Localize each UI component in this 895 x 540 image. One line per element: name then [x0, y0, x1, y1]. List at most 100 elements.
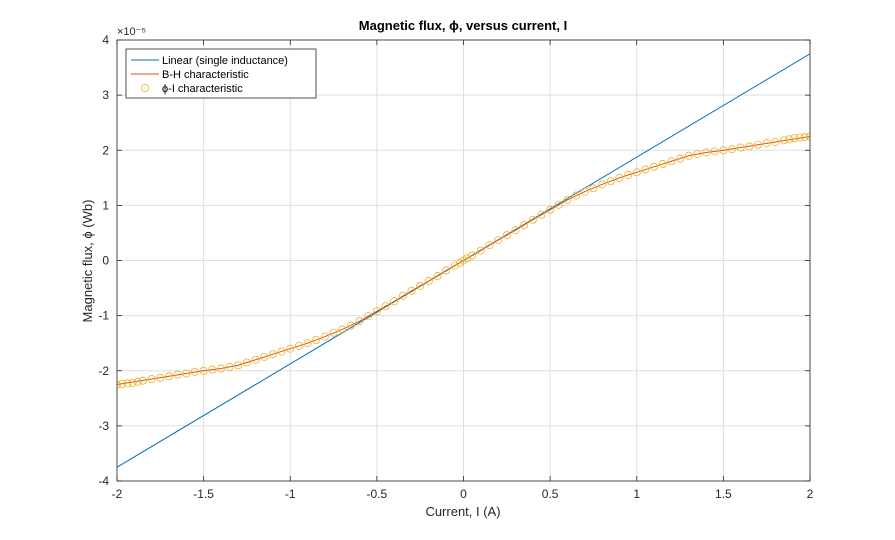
series-marker — [589, 184, 598, 193]
series-marker — [372, 307, 381, 316]
series-marker — [199, 366, 208, 375]
series-marker — [312, 335, 321, 344]
series-marker — [795, 133, 804, 142]
series-marker — [736, 143, 745, 152]
series-marker — [468, 251, 477, 260]
x-tick-label: -0.5 — [367, 487, 388, 501]
series-marker — [537, 210, 546, 219]
y-tick-label: 0 — [102, 254, 109, 268]
series-marker — [790, 134, 799, 143]
series-marker — [485, 241, 494, 250]
legend-entry: ϕ-I characteristic — [162, 83, 243, 95]
y-tick-label: -2 — [98, 364, 109, 378]
legend: Linear (single inductance) B-H characteri… — [125, 48, 317, 99]
series-marker — [147, 375, 156, 384]
x-tick-label: 1.5 — [715, 487, 732, 501]
series-marker — [554, 200, 563, 209]
series-marker — [546, 205, 555, 214]
legend-swatch-2 — [140, 84, 149, 93]
series-marker — [780, 136, 789, 145]
series-marker — [676, 154, 685, 163]
series-marker — [632, 168, 641, 177]
series-marker — [754, 140, 763, 149]
x-tick-label: 2 — [807, 487, 814, 501]
series-marker — [771, 137, 780, 146]
series-marker — [502, 231, 511, 240]
legend-entry: B-H characteristic — [162, 69, 249, 81]
series-marker — [268, 350, 277, 359]
series-marker — [164, 372, 173, 381]
series-group — [117, 53, 810, 468]
series-marker — [173, 370, 182, 379]
series-marker — [286, 344, 295, 353]
series-marker — [416, 281, 425, 290]
series-marker — [390, 297, 399, 306]
series-marker — [225, 362, 234, 371]
series-marker — [320, 332, 329, 341]
series-marker — [216, 364, 225, 373]
series-marker — [128, 378, 137, 387]
series-marker — [398, 291, 407, 300]
series-marker — [364, 312, 373, 321]
series-marker — [234, 361, 243, 370]
series-marker — [667, 157, 676, 166]
series-marker — [598, 180, 607, 189]
series-marker — [346, 321, 355, 330]
series-marker — [338, 325, 347, 334]
series-marker — [806, 132, 810, 141]
series-marker — [650, 162, 659, 171]
legend-entry: Linear (single inductance) — [162, 55, 288, 67]
x-tick-label: 0 — [460, 487, 467, 501]
series-marker — [606, 177, 615, 186]
series-marker — [138, 376, 147, 385]
series-marker — [494, 236, 503, 245]
series-marker — [251, 355, 260, 364]
y-tick-label: 1 — [102, 198, 109, 212]
series-marker — [745, 142, 754, 151]
y-tick-label: 4 — [102, 33, 109, 47]
series-marker — [563, 195, 572, 204]
series-marker — [133, 377, 142, 386]
series-marker — [156, 373, 165, 382]
series-marker — [407, 286, 416, 295]
series-marker — [182, 369, 191, 378]
series-marker — [641, 165, 650, 174]
series-marker — [693, 150, 702, 159]
series-marker — [728, 145, 737, 154]
y-tick-label: 3 — [102, 88, 109, 102]
series-marker — [303, 339, 312, 348]
series-marker — [190, 367, 199, 376]
series-marker — [719, 146, 728, 155]
chart-title: Magnetic flux, ϕ, versus current, I — [359, 18, 567, 33]
series-marker — [381, 302, 390, 311]
series-marker — [118, 379, 127, 388]
x-tick-label: -1 — [285, 487, 296, 501]
x-tick-label: -1.5 — [193, 487, 214, 501]
series-marker — [528, 215, 537, 224]
series-marker — [615, 173, 624, 182]
series-marker — [800, 133, 809, 142]
series-line-1 — [117, 135, 810, 386]
series-marker — [684, 151, 693, 160]
series-marker — [433, 271, 442, 280]
series-marker — [294, 341, 303, 350]
y-axis-label: Magnetic flux, ϕ (Wb) — [80, 200, 95, 323]
x-tick-label: 0.5 — [542, 487, 559, 501]
series-marker — [450, 261, 459, 270]
series-marker — [462, 254, 471, 263]
series-marker — [329, 328, 338, 337]
y-tick-label: -1 — [98, 309, 109, 323]
series-marker — [520, 221, 529, 230]
y-exponent-label: ×10⁻⁵ — [117, 26, 146, 38]
x-tick-label: -2 — [112, 487, 123, 501]
series-marker — [442, 266, 451, 275]
plot-area: -2 -1.5 -1 -0.5 0 0.5 1 1.5 2 -4 -3 -2 -1 0 1 2 3 4 — [98, 33, 813, 501]
x-tick-label: 1 — [633, 487, 640, 501]
series-marker — [424, 276, 433, 285]
series-marker — [260, 352, 269, 361]
series-marker — [123, 379, 132, 388]
series-marker — [242, 358, 251, 367]
series-marker — [580, 187, 589, 196]
series-marker — [511, 226, 520, 235]
